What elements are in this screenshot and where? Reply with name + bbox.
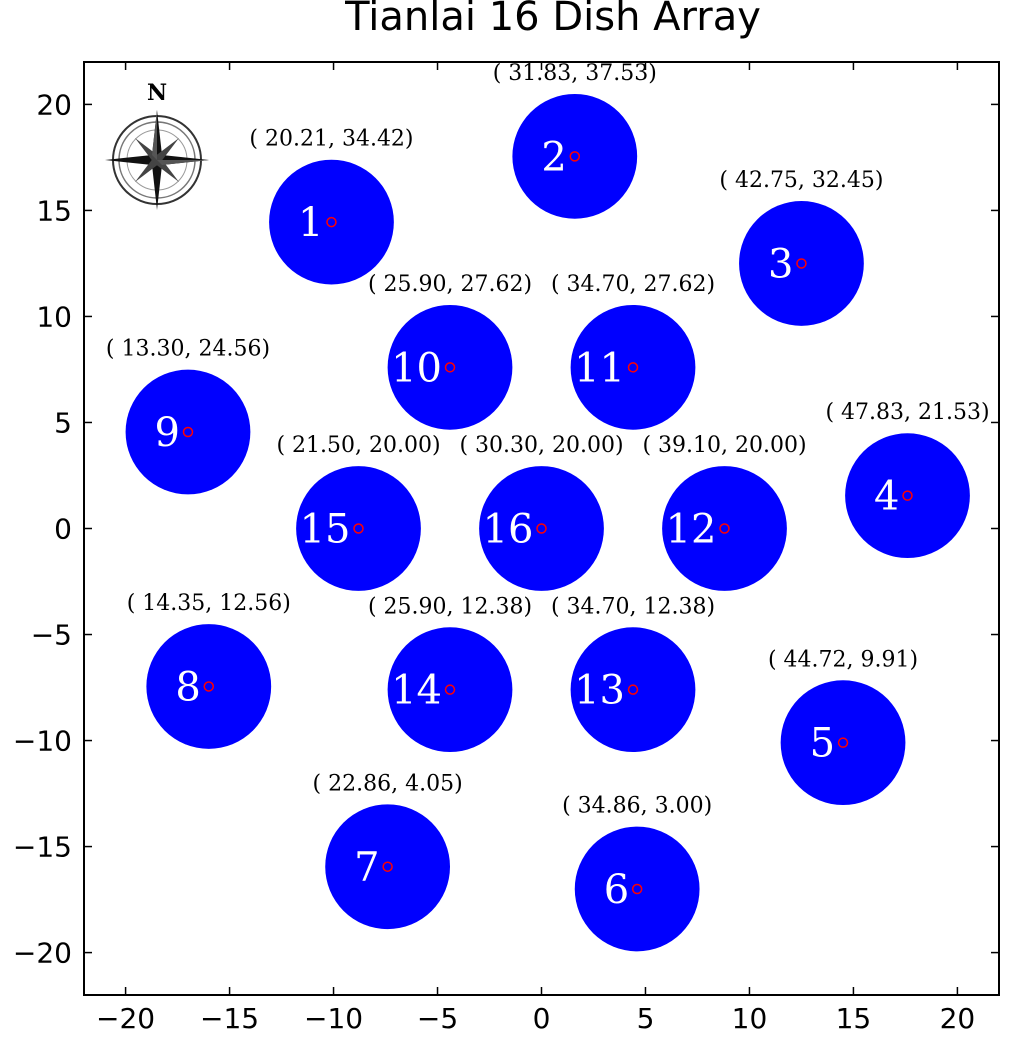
dish-5 (780, 680, 906, 806)
dish-center-marker (326, 216, 337, 228)
dish-number-label: 12 (666, 507, 717, 553)
dish-number-label: 5 (810, 721, 835, 767)
dish-center-marker (837, 737, 849, 748)
dish-center-marker (796, 258, 807, 269)
y-tick-label: 15 (36, 194, 72, 227)
dish-1 (269, 159, 394, 285)
dish-10 (387, 304, 513, 430)
dish-number-label: 9 (155, 410, 180, 456)
dish-center-marker (902, 490, 913, 501)
dish-number-label: 16 (483, 507, 534, 553)
dish-number-label: 3 (768, 241, 793, 287)
dish-coordinate-label: ( 25.90, 27.62) (368, 272, 532, 297)
dish-11 (570, 304, 696, 430)
chart-title: Tianlai 16 Dish Array (344, 0, 761, 40)
dish-center-marker (536, 523, 547, 534)
y-tick-label: −10 (13, 725, 72, 758)
dish-number-label: 2 (541, 134, 566, 180)
dish-coordinate-label: ( 31.83, 37.53) (493, 61, 657, 86)
dish-coordinate-label: ( 20.21, 34.42) (249, 127, 413, 152)
dish-number-label: 13 (574, 668, 625, 714)
dish-coordinate-label: ( 34.70, 27.62) (551, 272, 715, 297)
dish-coordinate-label: ( 13.30, 24.56) (106, 337, 270, 362)
dish-coordinate-label: ( 42.75, 32.45) (719, 168, 883, 193)
dish-9 (125, 369, 251, 495)
dish-coordinate-label: ( 39.10, 20.00) (642, 433, 806, 458)
dish-8 (146, 624, 272, 749)
x-tick-label: 15 (836, 1002, 872, 1035)
dish-number-label: 15 (300, 507, 351, 553)
dish-center-marker (203, 681, 215, 692)
dish-number-label: 14 (391, 668, 442, 714)
dish-number-label: 1 (298, 200, 323, 246)
x-tick-label: −20 (96, 1002, 155, 1035)
dish-coordinate-label: ( 47.83, 21.53) (825, 400, 989, 425)
dish-13 (570, 627, 696, 753)
dish-number-label: 10 (391, 345, 442, 391)
dish-center-marker (719, 523, 730, 534)
y-tick-label: −5 (31, 619, 72, 652)
dish-coordinate-label: ( 34.86, 3.00) (562, 794, 712, 819)
dish-center-marker (627, 684, 639, 695)
compass-north-label: N (147, 80, 167, 106)
dish-12 (662, 466, 787, 591)
dish-center-marker (444, 362, 456, 373)
dish-coordinate-label: ( 21.50, 20.00) (276, 433, 440, 458)
dish-center-marker (569, 151, 581, 162)
y-tick-label: −15 (13, 831, 72, 864)
dish-number-label: 4 (874, 474, 899, 520)
dish-coordinate-label: ( 34.70, 12.38) (551, 594, 715, 619)
dish-2 (512, 93, 638, 219)
x-tick-label: −5 (417, 1002, 458, 1035)
dish-number-label: 8 (175, 664, 200, 710)
dish-number-label: 7 (354, 845, 379, 891)
dish-coordinate-label: ( 22.86, 4.05) (313, 771, 463, 796)
dish-15 (296, 466, 421, 591)
x-tick-label: 0 (533, 1002, 551, 1035)
dish-coordinate-label: ( 44.72, 9.91) (768, 647, 918, 672)
dish-center-marker (382, 861, 393, 872)
dish-7 (325, 804, 451, 930)
dish-6 (574, 826, 700, 952)
x-tick-label: −10 (304, 1002, 363, 1035)
dish-3 (739, 201, 864, 326)
dish-4 (845, 433, 970, 559)
dish-coordinate-label: ( 25.90, 12.38) (368, 594, 532, 619)
dish-center-marker (182, 426, 194, 438)
y-tick-label: 0 (54, 513, 72, 546)
dish-number-label: 11 (574, 345, 625, 391)
dish-16 (479, 466, 604, 591)
dish-center-marker (627, 362, 639, 373)
x-tick-label: 10 (732, 1002, 768, 1035)
y-tick-label: 10 (36, 300, 72, 333)
dish-coordinate-label: ( 14.35, 12.56) (127, 591, 291, 616)
x-tick-label: −15 (200, 1002, 259, 1035)
y-tick-label: 5 (54, 406, 72, 439)
dish-number-label: 6 (604, 867, 629, 913)
dish-center-marker (631, 883, 643, 895)
y-tick-label: 20 (36, 88, 72, 121)
x-tick-label: 20 (940, 1002, 976, 1035)
dish-coordinate-label: ( 30.30, 20.00) (459, 433, 623, 458)
compass-rose-icon: N (105, 80, 209, 210)
dish-14 (387, 627, 513, 753)
y-tick-label: −20 (13, 937, 72, 970)
dish-center-marker (353, 523, 364, 534)
dish-center-marker (444, 684, 456, 695)
x-tick-label: 5 (637, 1002, 655, 1035)
